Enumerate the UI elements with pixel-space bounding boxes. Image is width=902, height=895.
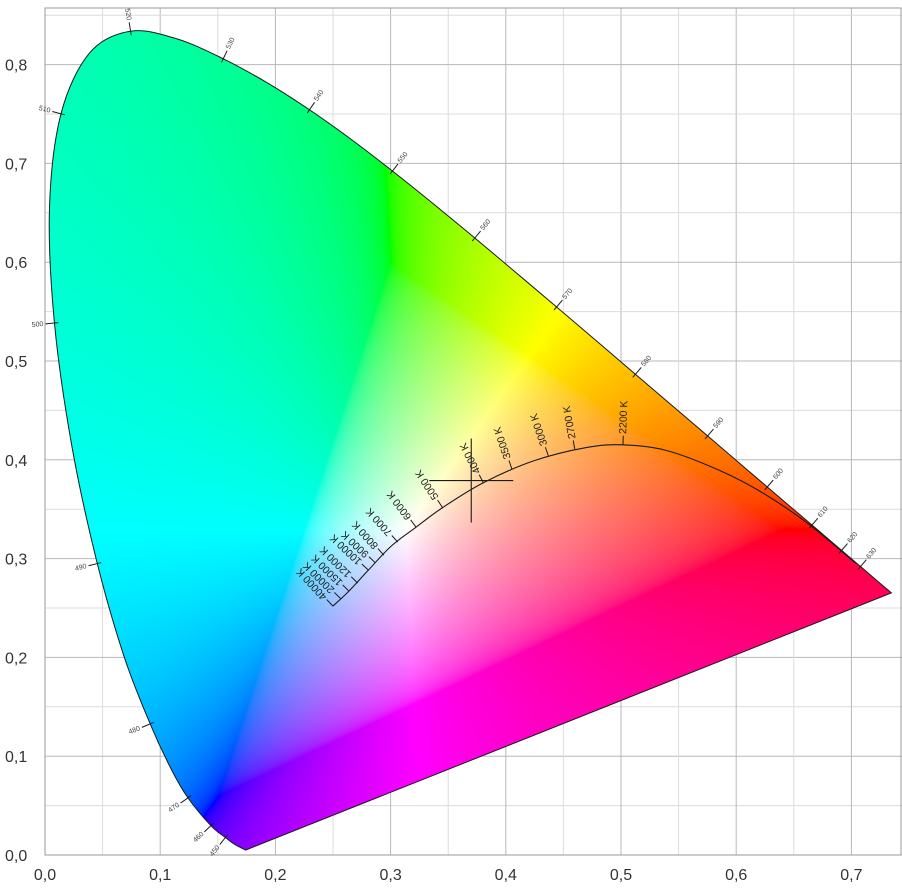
wavelength-label: 480 [128,725,142,736]
x-tick-label: 0,6 [725,867,747,884]
wavelength-label: 490 [74,563,87,573]
y-tick-label: 0,3 [5,552,27,569]
wavelength-label: 530 [225,37,236,51]
x-tick-label: 0,1 [149,867,171,884]
wavelength-label: 610 [817,505,830,519]
x-tick-label: 0,5 [610,867,632,884]
y-tick-label: 0,7 [5,156,27,173]
wavelength-label: 540 [313,89,325,103]
y-tick-label: 0,0 [5,848,27,865]
x-tick-label: 0,2 [264,867,286,884]
wavelength-label: 580 [640,355,653,369]
x-tick-label: 0,4 [495,867,517,884]
wavelength-label: 560 [480,218,493,232]
wavelength-label: 550 [397,151,410,165]
y-tick-label: 0,8 [5,58,27,75]
y-tick-label: 0,6 [5,255,27,272]
y-tick-label: 0,2 [5,650,27,667]
wavelength-label: 600 [772,467,785,481]
wavelength-label: 500 [31,321,43,329]
y-tick-label: 0,5 [5,354,27,371]
wavelength-label: 450 [209,844,222,858]
wavelength-label: 470 [167,802,181,815]
x-tick-label: 0,0 [34,867,56,884]
x-tick-label: 0,7 [840,867,862,884]
x-tick-label: 0,3 [379,867,401,884]
y-tick-label: 0,1 [5,749,27,766]
wavelength-label: 510 [38,105,51,115]
wavelength-label: 620 [846,531,859,545]
y-tick-label: 0,4 [5,453,27,470]
cct-label: 2200 K [617,400,630,434]
wavelength-label: 520 [123,8,132,21]
wavelength-label: 590 [712,416,725,430]
wavelength-label: 460 [192,831,205,844]
